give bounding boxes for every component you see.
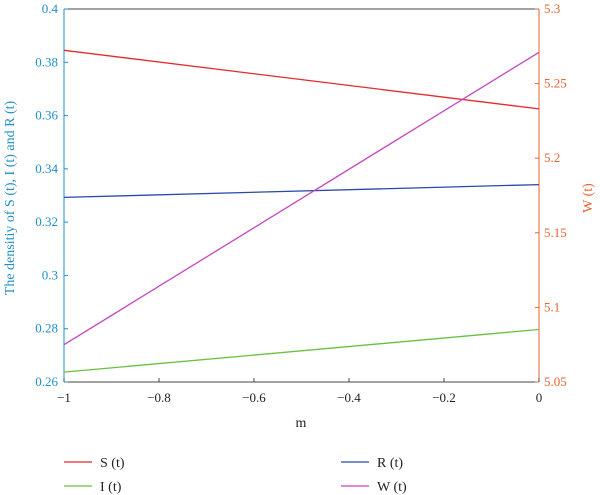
right-tick-label: 5.15	[544, 225, 567, 240]
left-tick-label: 0.28	[35, 321, 58, 336]
legend-label-wt: W (t)	[377, 480, 407, 495]
series-line-it	[63, 328, 540, 373]
x-tick-label: 0	[536, 390, 543, 405]
x-tick-label: −1	[57, 390, 71, 405]
x-tick-label: −0.2	[432, 390, 456, 405]
left-tick-label: 0.4	[42, 1, 59, 16]
legend-label-it: I (t)	[100, 480, 122, 495]
x-axis-label: m	[296, 416, 307, 431]
left-tick-label: 0.32	[35, 214, 58, 229]
series-line-rt	[63, 183, 540, 199]
series-line-st	[63, 49, 540, 110]
left-tick-label: 0.26	[35, 374, 58, 389]
right-tick-label: 5.3	[544, 1, 560, 16]
left-tick-label: 0.38	[35, 54, 58, 69]
series-lines	[63, 49, 540, 373]
right-axis-label: W (t)	[581, 183, 596, 213]
left-tick-label: 0.34	[35, 161, 58, 176]
right-tick-label: 5.05	[544, 374, 567, 389]
right-axis-ticks: 5.05 5.1 5.15 5.2 5.25 5.3	[535, 1, 567, 389]
right-tick-label: 5.1	[544, 299, 560, 314]
x-axis-ticks: −1 −0.8 −0.6 −0.4 −0.2 0	[57, 378, 542, 405]
legend-label-st: S (t)	[100, 456, 125, 471]
right-tick-label: 5.25	[544, 76, 567, 91]
legend: S (t) R (t) I (t) W (t)	[64, 456, 407, 495]
plot-area	[63, 8, 540, 383]
right-tick-label: 5.2	[544, 150, 560, 165]
x-tick-label: −0.6	[242, 390, 266, 405]
legend-label-rt: R (t)	[377, 456, 403, 471]
x-tick-label: −0.4	[337, 390, 361, 405]
left-tick-label: 0.36	[35, 108, 58, 123]
series-line-wt	[63, 51, 540, 346]
left-axis-label: The densitiy of S (t), I (t) and R (t)	[3, 100, 18, 295]
left-axis-ticks: 0.26 0.28 0.3 0.32 0.34 0.36 0.38 0.4	[35, 1, 68, 389]
left-tick-label: 0.3	[42, 267, 58, 282]
x-tick-label: −0.8	[147, 390, 171, 405]
